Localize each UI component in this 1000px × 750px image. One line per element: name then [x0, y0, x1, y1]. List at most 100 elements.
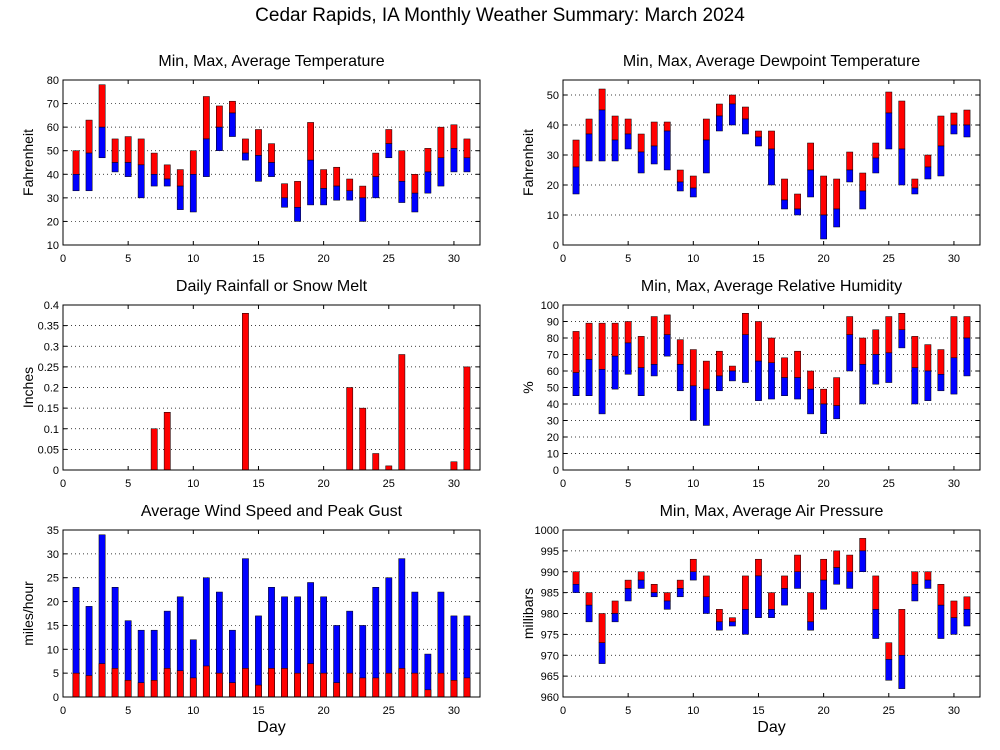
min-to-avg-bar: [702, 596, 710, 614]
avg-to-max-bar: [163, 164, 171, 180]
x-tick-label: 10: [687, 253, 699, 265]
avg-to-max-bar: [924, 344, 932, 372]
avg-to-max-bar: [768, 592, 775, 610]
avg-to-max-bar: [898, 100, 906, 150]
avg-to-max-bar: [859, 538, 867, 552]
avg-to-max-bar: [676, 169, 684, 183]
x-tick-label: 25: [883, 478, 895, 490]
panel-title: Min, Max, Average Air Pressure: [660, 503, 884, 520]
avg-to-max-bar: [450, 124, 458, 149]
avg-to-max-bar: [689, 349, 697, 387]
avg-to-max-bar: [820, 388, 828, 405]
avg-wind-bar: [398, 668, 406, 698]
min-to-avg-bar: [898, 148, 906, 186]
avg-to-max-bar: [598, 322, 606, 370]
y-tick-label: 0.3: [44, 341, 59, 353]
min-to-avg-bar: [846, 169, 854, 183]
x-tick-label: 5: [125, 705, 131, 717]
min-to-avg-bar: [833, 567, 841, 585]
y-tick-label: 35: [47, 525, 59, 537]
min-to-avg-bar: [346, 190, 354, 201]
avg-to-max-bar: [729, 94, 736, 105]
avg-to-max-bar: [585, 118, 593, 135]
min-to-avg-bar: [950, 617, 958, 635]
x-tick-label: 15: [752, 253, 764, 265]
min-to-avg-bar: [572, 372, 580, 396]
min-to-avg-bar: [846, 334, 854, 372]
min-to-avg-bar: [794, 208, 801, 216]
min-to-avg-bar: [624, 133, 632, 150]
avg-to-max-bar: [307, 122, 314, 161]
min-to-avg-bar: [885, 659, 893, 681]
avg-to-max-bar: [911, 336, 919, 368]
min-to-avg-bar: [611, 139, 619, 162]
avg-wind-bar: [255, 684, 262, 698]
y-tick-label: 0.2: [44, 383, 59, 395]
x-tick-label: 15: [752, 705, 764, 717]
chart-wind: 0 5 10 15 20 25 30 35 0 5 10 15 20 25 30 Average Wind S…: [20, 503, 481, 736]
min-to-avg-bar: [924, 579, 932, 589]
min-to-avg-bar: [768, 609, 775, 618]
min-to-avg-bar: [729, 103, 736, 126]
y-tick-label: 40: [547, 120, 559, 132]
x-tick-label: 15: [752, 478, 764, 490]
y-tick-label: 10: [547, 210, 559, 222]
avg-to-max-bar: [676, 339, 684, 365]
avg-wind-bar: [346, 672, 354, 698]
y-tick-label: 25: [47, 573, 59, 585]
min-to-avg-bar: [650, 145, 658, 165]
min-to-avg-bar: [372, 176, 380, 199]
min-to-avg-bar: [950, 124, 958, 135]
avg-to-max-bar: [950, 600, 958, 618]
x-tick-label: 15: [252, 253, 264, 265]
min-to-avg-bar: [637, 151, 645, 174]
x-tick-label: 30: [448, 253, 460, 265]
min-to-avg-bar: [676, 588, 684, 598]
avg-to-max-bar: [742, 313, 749, 335]
avg-to-max-bar: [624, 579, 632, 589]
avg-to-max-bar: [572, 331, 580, 373]
x-tick-label: 20: [818, 253, 830, 265]
min-to-avg-bar: [755, 575, 762, 618]
avg-to-max-bar: [346, 178, 354, 192]
rain-bar: [163, 412, 171, 471]
min-to-avg-bar: [437, 157, 445, 187]
avg-to-max-bar: [911, 571, 919, 585]
rain-bar: [463, 366, 471, 471]
avg-wind-bar: [424, 689, 432, 698]
avg-to-max-bar: [242, 138, 249, 154]
y-tick-label: 30: [47, 549, 59, 561]
avg-to-max-bar: [663, 592, 671, 602]
y-tick-label: 990: [541, 567, 559, 579]
avg-to-max-bar: [150, 152, 158, 175]
min-to-avg-bar: [255, 155, 262, 182]
y-tick-label: 995: [541, 546, 559, 558]
min-to-avg-bar: [768, 362, 775, 400]
y-tick-label: 1000: [535, 525, 559, 537]
avg-to-max-bar: [611, 600, 619, 614]
min-to-avg-bar: [911, 187, 919, 195]
min-to-avg-bar: [689, 385, 697, 421]
x-tick-label: 5: [625, 253, 631, 265]
y-tick-label: 0.25: [38, 362, 59, 374]
x-tick-label: 25: [383, 478, 395, 490]
avg-to-max-bar: [372, 152, 380, 177]
x-tick-label: 30: [448, 478, 460, 490]
x-tick-label: 25: [383, 253, 395, 265]
rain-bar: [385, 465, 393, 471]
avg-to-max-bar: [585, 592, 593, 606]
y-tick-label: 50: [47, 146, 59, 158]
y-tick-label: 10: [47, 240, 59, 252]
min-to-avg-bar: [150, 174, 158, 187]
avg-wind-bar: [72, 672, 80, 698]
avg-wind-bar: [463, 677, 471, 698]
min-to-avg-bar: [885, 112, 893, 150]
min-to-avg-bar: [572, 166, 580, 195]
min-to-avg-bar: [689, 187, 697, 198]
avg-to-max-bar: [859, 172, 867, 192]
min-to-avg-bar: [424, 171, 432, 194]
rain-bar: [372, 453, 380, 471]
x-tick-label: 30: [448, 705, 460, 717]
avg-to-max-bar: [833, 377, 841, 406]
avg-to-max-bar: [281, 183, 288, 199]
